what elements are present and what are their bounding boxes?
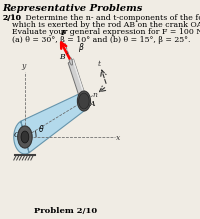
Text: Representative Problems: Representative Problems: [3, 4, 143, 13]
Text: $\beta$: $\beta$: [78, 41, 85, 53]
Text: F: F: [60, 28, 66, 37]
Text: Problem 2/10: Problem 2/10: [34, 207, 97, 215]
Circle shape: [21, 131, 29, 143]
Text: $\theta$: $\theta$: [38, 122, 45, 134]
Circle shape: [77, 91, 90, 111]
Text: (a) θ = 30°, β = 10° and (b) θ = 15°, β = 25°.: (a) θ = 30°, β = 10° and (b) θ = 15°, β …: [12, 36, 190, 44]
Ellipse shape: [69, 57, 73, 65]
Polygon shape: [68, 59, 87, 103]
Text: n: n: [92, 91, 97, 99]
Text: 2/10: 2/10: [3, 14, 22, 22]
Polygon shape: [14, 92, 90, 154]
Text: B: B: [59, 53, 64, 61]
Text: O: O: [13, 131, 20, 139]
Text: t: t: [98, 60, 101, 68]
Text: A: A: [89, 100, 95, 108]
Polygon shape: [72, 59, 87, 100]
Text: Evaluate your general expression for F = 100 N and: Evaluate your general expression for F =…: [12, 28, 200, 36]
Text: y: y: [21, 62, 26, 70]
Circle shape: [18, 126, 32, 148]
Text: 2/10  Determine the n- and t-components of the force F: 2/10 Determine the n- and t-components o…: [3, 14, 200, 22]
Circle shape: [79, 93, 89, 109]
Text: which is exerted by the rod AB on the crank OA.: which is exerted by the rod AB on the cr…: [12, 21, 200, 29]
Text: x: x: [116, 134, 120, 142]
